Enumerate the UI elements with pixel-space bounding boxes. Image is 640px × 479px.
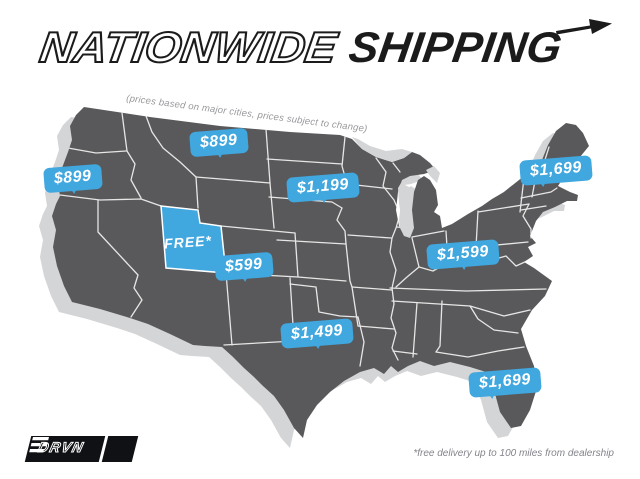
brand-logo: DRVN xyxy=(24,436,139,462)
footnote: *free delivery up to 100 miles from deal… xyxy=(413,448,614,459)
price-tag-label: $1,699 xyxy=(529,158,583,181)
price-tag-pacific-northwest: $899 xyxy=(43,163,103,194)
price-tag-four-corners: $599 xyxy=(214,251,274,282)
brand-wordmark: DRVN xyxy=(24,436,106,462)
brand-bars-icon xyxy=(29,436,139,462)
price-tag-label: $1,699 xyxy=(478,370,532,393)
title-word-solid: SHIPPING xyxy=(346,24,565,72)
price-tag-label: $1,199 xyxy=(296,175,350,198)
price-tag-label: $899 xyxy=(53,167,93,188)
price-tag-label: $1,499 xyxy=(290,321,344,344)
title-word-outline: NATIONWIDE xyxy=(37,24,341,72)
great-lakes xyxy=(352,137,440,231)
lake-superior xyxy=(352,137,412,162)
utah-free-state xyxy=(160,205,227,274)
price-tag-label: $1,599 xyxy=(436,242,490,265)
lake-huron xyxy=(426,166,440,183)
price-tag-label: $899 xyxy=(199,131,239,152)
price-tag-label: $599 xyxy=(224,255,264,276)
title-arrow-icon xyxy=(556,19,612,35)
brand-name-text: DRVN xyxy=(36,440,86,456)
price-tag-montana: $899 xyxy=(189,127,249,158)
lake-michigan xyxy=(398,183,413,231)
page-title: NATIONWIDE SHIPPING xyxy=(36,23,565,73)
